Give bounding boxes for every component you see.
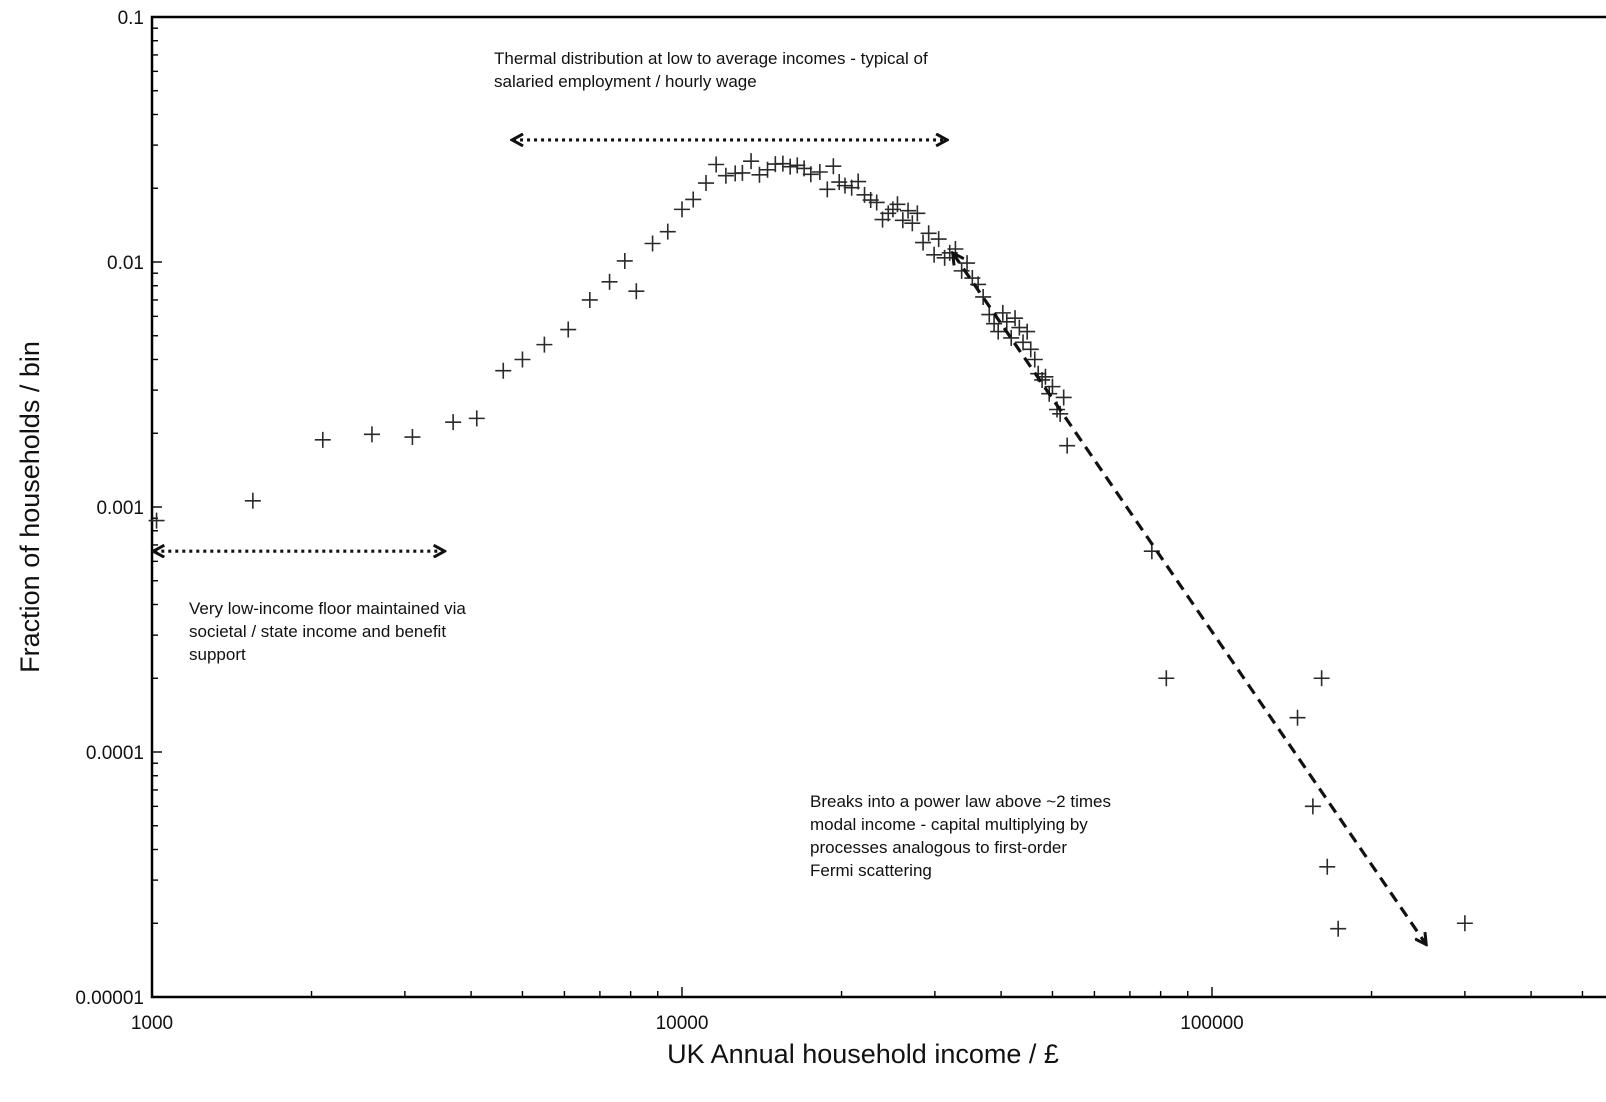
data-point bbox=[751, 166, 768, 183]
data-point bbox=[734, 164, 751, 181]
data-point bbox=[601, 273, 618, 290]
data-point bbox=[514, 351, 531, 368]
data-point bbox=[404, 429, 421, 446]
data-point bbox=[1289, 709, 1306, 726]
low-income-annotation-text: Very low-income floor maintained via soci… bbox=[189, 599, 466, 664]
y-tick-label: 0.001 bbox=[96, 498, 144, 519]
data-point bbox=[825, 158, 842, 175]
data-point bbox=[1304, 798, 1321, 815]
data-point bbox=[900, 202, 917, 219]
data-point bbox=[926, 246, 943, 263]
data-point bbox=[468, 410, 485, 427]
data-point bbox=[986, 315, 1003, 332]
data-point bbox=[536, 336, 553, 353]
x-tick-label: 100000 bbox=[1180, 1013, 1243, 1034]
x-tick-label: 1000 bbox=[131, 1013, 173, 1034]
power-law-annotation: Breaks into a power law above ~2 times mo… bbox=[810, 254, 1426, 944]
y-tick-label: 0.0001 bbox=[86, 743, 144, 764]
data-point bbox=[560, 321, 577, 338]
data-point bbox=[628, 283, 645, 300]
data-point bbox=[685, 191, 702, 208]
tick-labels: 0.1 0.01 0.001 0.0001 0.00001 1000 10000 100000 bbox=[75, 8, 1243, 1034]
data-point bbox=[774, 155, 791, 172]
data-point bbox=[495, 362, 512, 379]
data-point bbox=[717, 167, 734, 184]
data-point bbox=[850, 173, 867, 190]
data-point bbox=[148, 512, 165, 529]
thermal-annotation: Thermal distribution at low to average i… bbox=[494, 49, 946, 140]
low-income-annotation: Very low-income floor maintained via soci… bbox=[154, 551, 466, 664]
x-tick-label: 10000 bbox=[656, 1013, 709, 1034]
data-point bbox=[1019, 323, 1036, 340]
data-point bbox=[1330, 920, 1347, 937]
annotations: Thermal distribution at low to average i… bbox=[154, 49, 1425, 944]
data-point bbox=[363, 426, 380, 443]
data-point bbox=[1059, 437, 1076, 454]
annotation-line: Breaks into a power law above ~2 times bbox=[810, 792, 1111, 811]
data-point bbox=[868, 194, 885, 211]
data-point bbox=[904, 215, 921, 232]
data-point bbox=[1158, 670, 1175, 687]
data-point bbox=[314, 431, 331, 448]
data-point bbox=[1022, 341, 1039, 358]
annotation-line: support bbox=[189, 645, 246, 664]
annotation-line: salaried employment / hourly wage bbox=[494, 72, 757, 91]
data-point bbox=[843, 179, 860, 196]
data-point bbox=[698, 175, 715, 192]
data-point bbox=[244, 492, 261, 509]
data-point bbox=[708, 156, 725, 173]
data-point bbox=[782, 158, 799, 175]
data-point bbox=[644, 235, 661, 252]
y-axis-title: Fraction of households / bin bbox=[15, 341, 45, 673]
annotation-line: processes analogous to first-order bbox=[810, 838, 1067, 857]
data-point bbox=[659, 223, 676, 240]
data-point bbox=[674, 201, 690, 218]
data-point bbox=[889, 196, 906, 213]
data-point bbox=[1313, 670, 1330, 687]
data-point bbox=[616, 252, 633, 269]
data-point bbox=[915, 234, 932, 251]
power-law-annotation-arrow bbox=[953, 254, 1425, 944]
data-point bbox=[1055, 389, 1072, 406]
y-tick-label: 0.00001 bbox=[75, 988, 144, 1009]
data-point bbox=[909, 205, 926, 222]
tick-marks bbox=[151, 27, 1584, 998]
data-point bbox=[894, 212, 911, 229]
x-axis-title: UK Annual household income / £ bbox=[667, 1039, 1059, 1069]
annotation-line: modal income - capital multiplying by bbox=[810, 815, 1088, 834]
data-point bbox=[1319, 858, 1336, 875]
data-point bbox=[1456, 915, 1473, 932]
thermal-annotation-text: Thermal distribution at low to average i… bbox=[494, 49, 928, 91]
data-point bbox=[789, 157, 806, 174]
data-point bbox=[802, 166, 819, 183]
data-point bbox=[811, 163, 828, 180]
y-tick-label: 0.01 bbox=[107, 253, 144, 274]
data-point bbox=[743, 153, 760, 170]
data-point bbox=[819, 181, 836, 198]
annotation-line: societal / state income and benefit bbox=[189, 622, 446, 641]
data-point bbox=[581, 291, 598, 308]
data-point bbox=[836, 177, 853, 194]
annotation-line: Fermi scattering bbox=[810, 861, 932, 880]
data-point bbox=[930, 231, 947, 248]
data-point bbox=[445, 414, 462, 431]
annotation-line: Very low-income floor maintained via bbox=[189, 599, 466, 618]
power-law-annotation-text: Breaks into a power law above ~2 times mo… bbox=[810, 792, 1111, 880]
annotation-line: Thermal distribution at low to average i… bbox=[494, 49, 928, 68]
data-point bbox=[920, 225, 937, 242]
y-tick-label: 0.1 bbox=[118, 8, 144, 29]
